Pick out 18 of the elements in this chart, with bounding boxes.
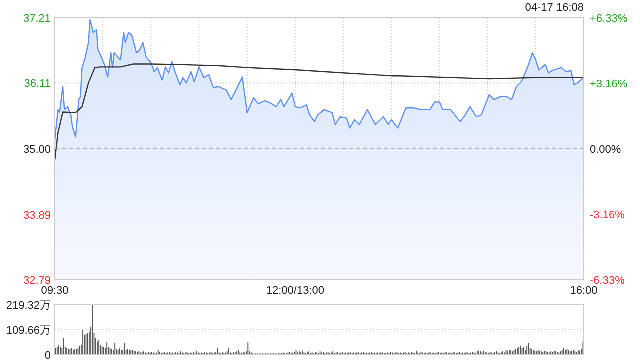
y-tick-label: 37.21 [23, 13, 51, 25]
y-tick-label: 0 [44, 350, 51, 360]
y2-tick-label: +6.33% [590, 13, 628, 25]
y2-tick-label: +3.16% [590, 78, 628, 91]
y-tick-label: 109.66万 [6, 325, 51, 337]
y2-tick-label: -3.16% [590, 209, 626, 222]
y-tick-label: 32.79 [23, 275, 51, 287]
y2-tick-label: -6.33% [590, 275, 626, 287]
line-series [54, 64, 585, 161]
x-tick-label: 09:30 [41, 285, 69, 297]
x-tick-label: 12:00/13:00 [266, 285, 325, 297]
y-tick-label: 219.32万 [6, 300, 51, 312]
text: 04-17 16:08 [525, 2, 584, 14]
y2-tick-label: 0.00% [590, 144, 622, 156]
y-tick-label: 33.89 [23, 210, 51, 222]
y-tick-label: 35.00 [23, 144, 51, 156]
y-tick-label: 36.11 [24, 78, 51, 90]
x-tick-label: 16:00 [570, 285, 598, 297]
